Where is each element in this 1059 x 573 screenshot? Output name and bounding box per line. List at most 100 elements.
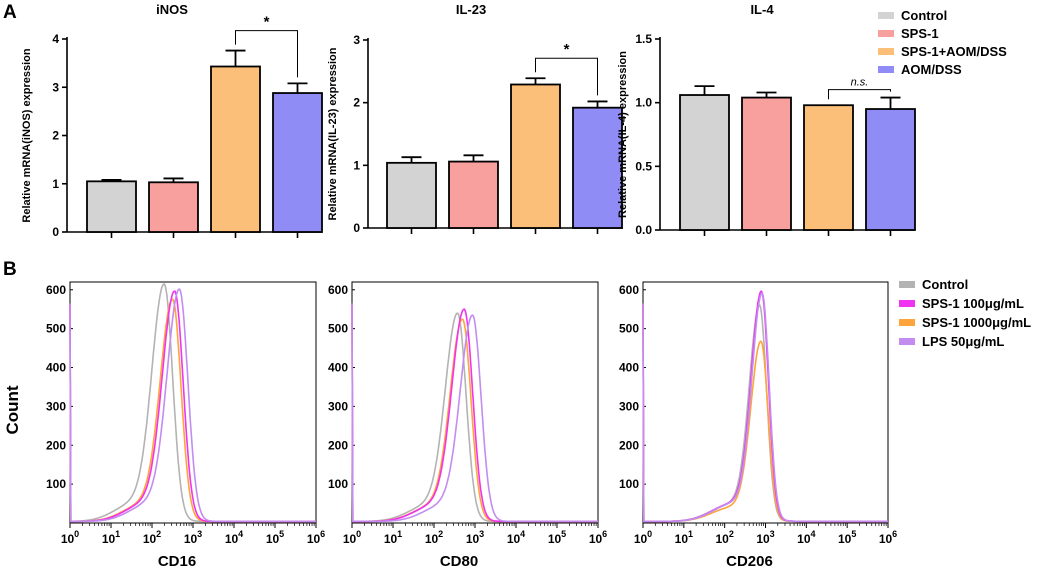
- flow-histograms-panel: 100 200 300 400 500 600 100 101 102 103 104 105 106 C…: [46, 281, 897, 570]
- x-tick-label: 106: [307, 529, 325, 546]
- bar-chart-title: iNOS: [156, 2, 188, 17]
- bar: [386, 161, 437, 229]
- flow-y-axis-label: Count: [3, 385, 22, 434]
- y-tick-label: 600: [46, 283, 66, 297]
- bar-chart-1: iNOS Relative mRNA(iNOS) expression 0 1 2 3 4 *: [21, 2, 323, 239]
- x-tick-label: 103: [184, 529, 202, 546]
- histogram-curve: [69, 283, 316, 523]
- significance-bracket: [535, 57, 598, 96]
- x-tick-label: 101: [675, 529, 693, 546]
- legend-swatch: [878, 30, 894, 37]
- bar-chart-y-label: Relative mRNA(iNOS) expression: [21, 48, 33, 222]
- histogram-curve: [642, 292, 888, 523]
- bar: [210, 65, 261, 233]
- x-axis-label: CD80: [440, 553, 478, 570]
- flow-histogram-3: 100 200 300 400 500 600 100 101 102 103 104 105 106 C…: [619, 281, 897, 570]
- y-tick-label: 300: [328, 399, 348, 413]
- legend-label: Control: [901, 8, 947, 23]
- histogram-curve: [69, 298, 316, 523]
- y-tick-label: 0.0: [635, 223, 652, 237]
- bar: [448, 160, 499, 229]
- flow-histogram-1: 100 200 300 400 500 600 100 101 102 103 104 105 106 C…: [46, 281, 325, 570]
- x-axis-label: CD206: [726, 553, 773, 570]
- y-tick-label: 2: [52, 129, 59, 143]
- x-tick-label: 103: [466, 529, 484, 546]
- bar: [741, 96, 792, 231]
- legend-swatch: [899, 281, 915, 288]
- bar-chart-2: IL-23 Relative mRNA(IL-23) expression 0 1 2 3…: [327, 2, 623, 235]
- y-tick-label: 400: [46, 361, 66, 375]
- significance-label: *: [564, 41, 570, 58]
- significance-bracket: [235, 30, 298, 78]
- y-tick-label: 600: [619, 283, 639, 297]
- bar-chart-title: IL-4: [750, 2, 774, 17]
- y-tick-label: 3: [52, 80, 59, 94]
- y-tick-label: 1: [52, 177, 59, 191]
- legend-bar-charts: Control SPS-1 SPS-1+AOM/DSS AOM/DSS: [878, 8, 1007, 77]
- legend-swatch: [878, 48, 894, 55]
- x-tick-label: 100: [634, 529, 652, 546]
- bar: [865, 108, 916, 231]
- y-tick-label: 400: [619, 361, 639, 375]
- y-tick-label: 3: [353, 33, 360, 47]
- y-tick-label: 500: [328, 322, 348, 336]
- significance-label: n.s.: [851, 77, 869, 89]
- x-tick-label: 104: [225, 529, 243, 546]
- y-tick-label: 300: [46, 399, 66, 413]
- significance-bracket: [828, 89, 891, 100]
- bar-chart-3: IL-4 Relative mRNA(IL-4) expression 0.0 0.5…: [617, 2, 916, 237]
- y-tick-label: 4: [52, 32, 59, 46]
- bar: [272, 92, 323, 233]
- y-tick-label: 0: [52, 225, 59, 239]
- x-tick-label: 106: [589, 529, 607, 546]
- legend-label: SPS-1 100μg/mL: [922, 296, 1024, 311]
- legend-label: SPS-1 1000μg/mL: [922, 315, 1031, 330]
- histogram-curve: [69, 290, 316, 523]
- legend-label: Control: [922, 277, 968, 292]
- y-tick-label: 200: [328, 438, 348, 452]
- x-tick-label: 103: [756, 529, 774, 546]
- x-tick-label: 105: [838, 529, 856, 546]
- y-tick-label: 0: [353, 221, 360, 235]
- legend-flow-histograms: Control SPS-1 100μg/mL SPS-1 1000μg/mL LPS …: [899, 277, 1031, 349]
- x-tick-label: 102: [143, 529, 161, 546]
- y-tick-label: 100: [328, 477, 348, 491]
- y-tick-label: 0.5: [635, 159, 652, 173]
- y-tick-label: 400: [328, 361, 348, 375]
- x-tick-label: 100: [343, 529, 361, 546]
- significance-label: *: [264, 14, 270, 31]
- y-tick-label: 100: [619, 477, 639, 491]
- x-tick-label: 105: [266, 529, 284, 546]
- x-tick-label: 100: [61, 529, 79, 546]
- y-tick-label: 500: [46, 322, 66, 336]
- bar: [148, 181, 199, 233]
- legend-swatch: [878, 12, 894, 19]
- y-tick-label: 500: [619, 322, 639, 336]
- histogram-curve: [351, 303, 598, 523]
- y-tick-label: 1: [353, 158, 360, 172]
- x-tick-label: 104: [797, 529, 815, 546]
- bar: [86, 180, 137, 233]
- x-tick-label: 102: [715, 529, 733, 546]
- flow-histogram-2: 100 200 300 400 500 600 100 101 102 103 104 105 106 C…: [328, 281, 607, 570]
- legend-swatch: [899, 300, 915, 307]
- histogram-frame: [69, 281, 317, 524]
- x-tick-label: 102: [425, 529, 443, 546]
- legend-label: LPS 50μg/mL: [922, 334, 1004, 349]
- bar: [803, 104, 854, 231]
- bar: [572, 106, 623, 229]
- legend-swatch: [899, 319, 915, 326]
- y-tick-label: 1.5: [635, 32, 652, 46]
- histogram-frame: [351, 281, 599, 524]
- histogram-curve: [351, 303, 598, 523]
- x-tick-label: 105: [548, 529, 566, 546]
- panel-label-b: B: [3, 259, 17, 280]
- legend-label: AOM/DSS: [901, 62, 962, 77]
- bar-chart-y-label: Relative mRNA(IL-4) expression: [617, 51, 629, 218]
- y-tick-label: 300: [619, 399, 639, 413]
- legend-swatch: [899, 338, 915, 345]
- legend-swatch: [878, 66, 894, 73]
- y-tick-label: 100: [46, 477, 66, 491]
- histogram-curve: [351, 303, 598, 523]
